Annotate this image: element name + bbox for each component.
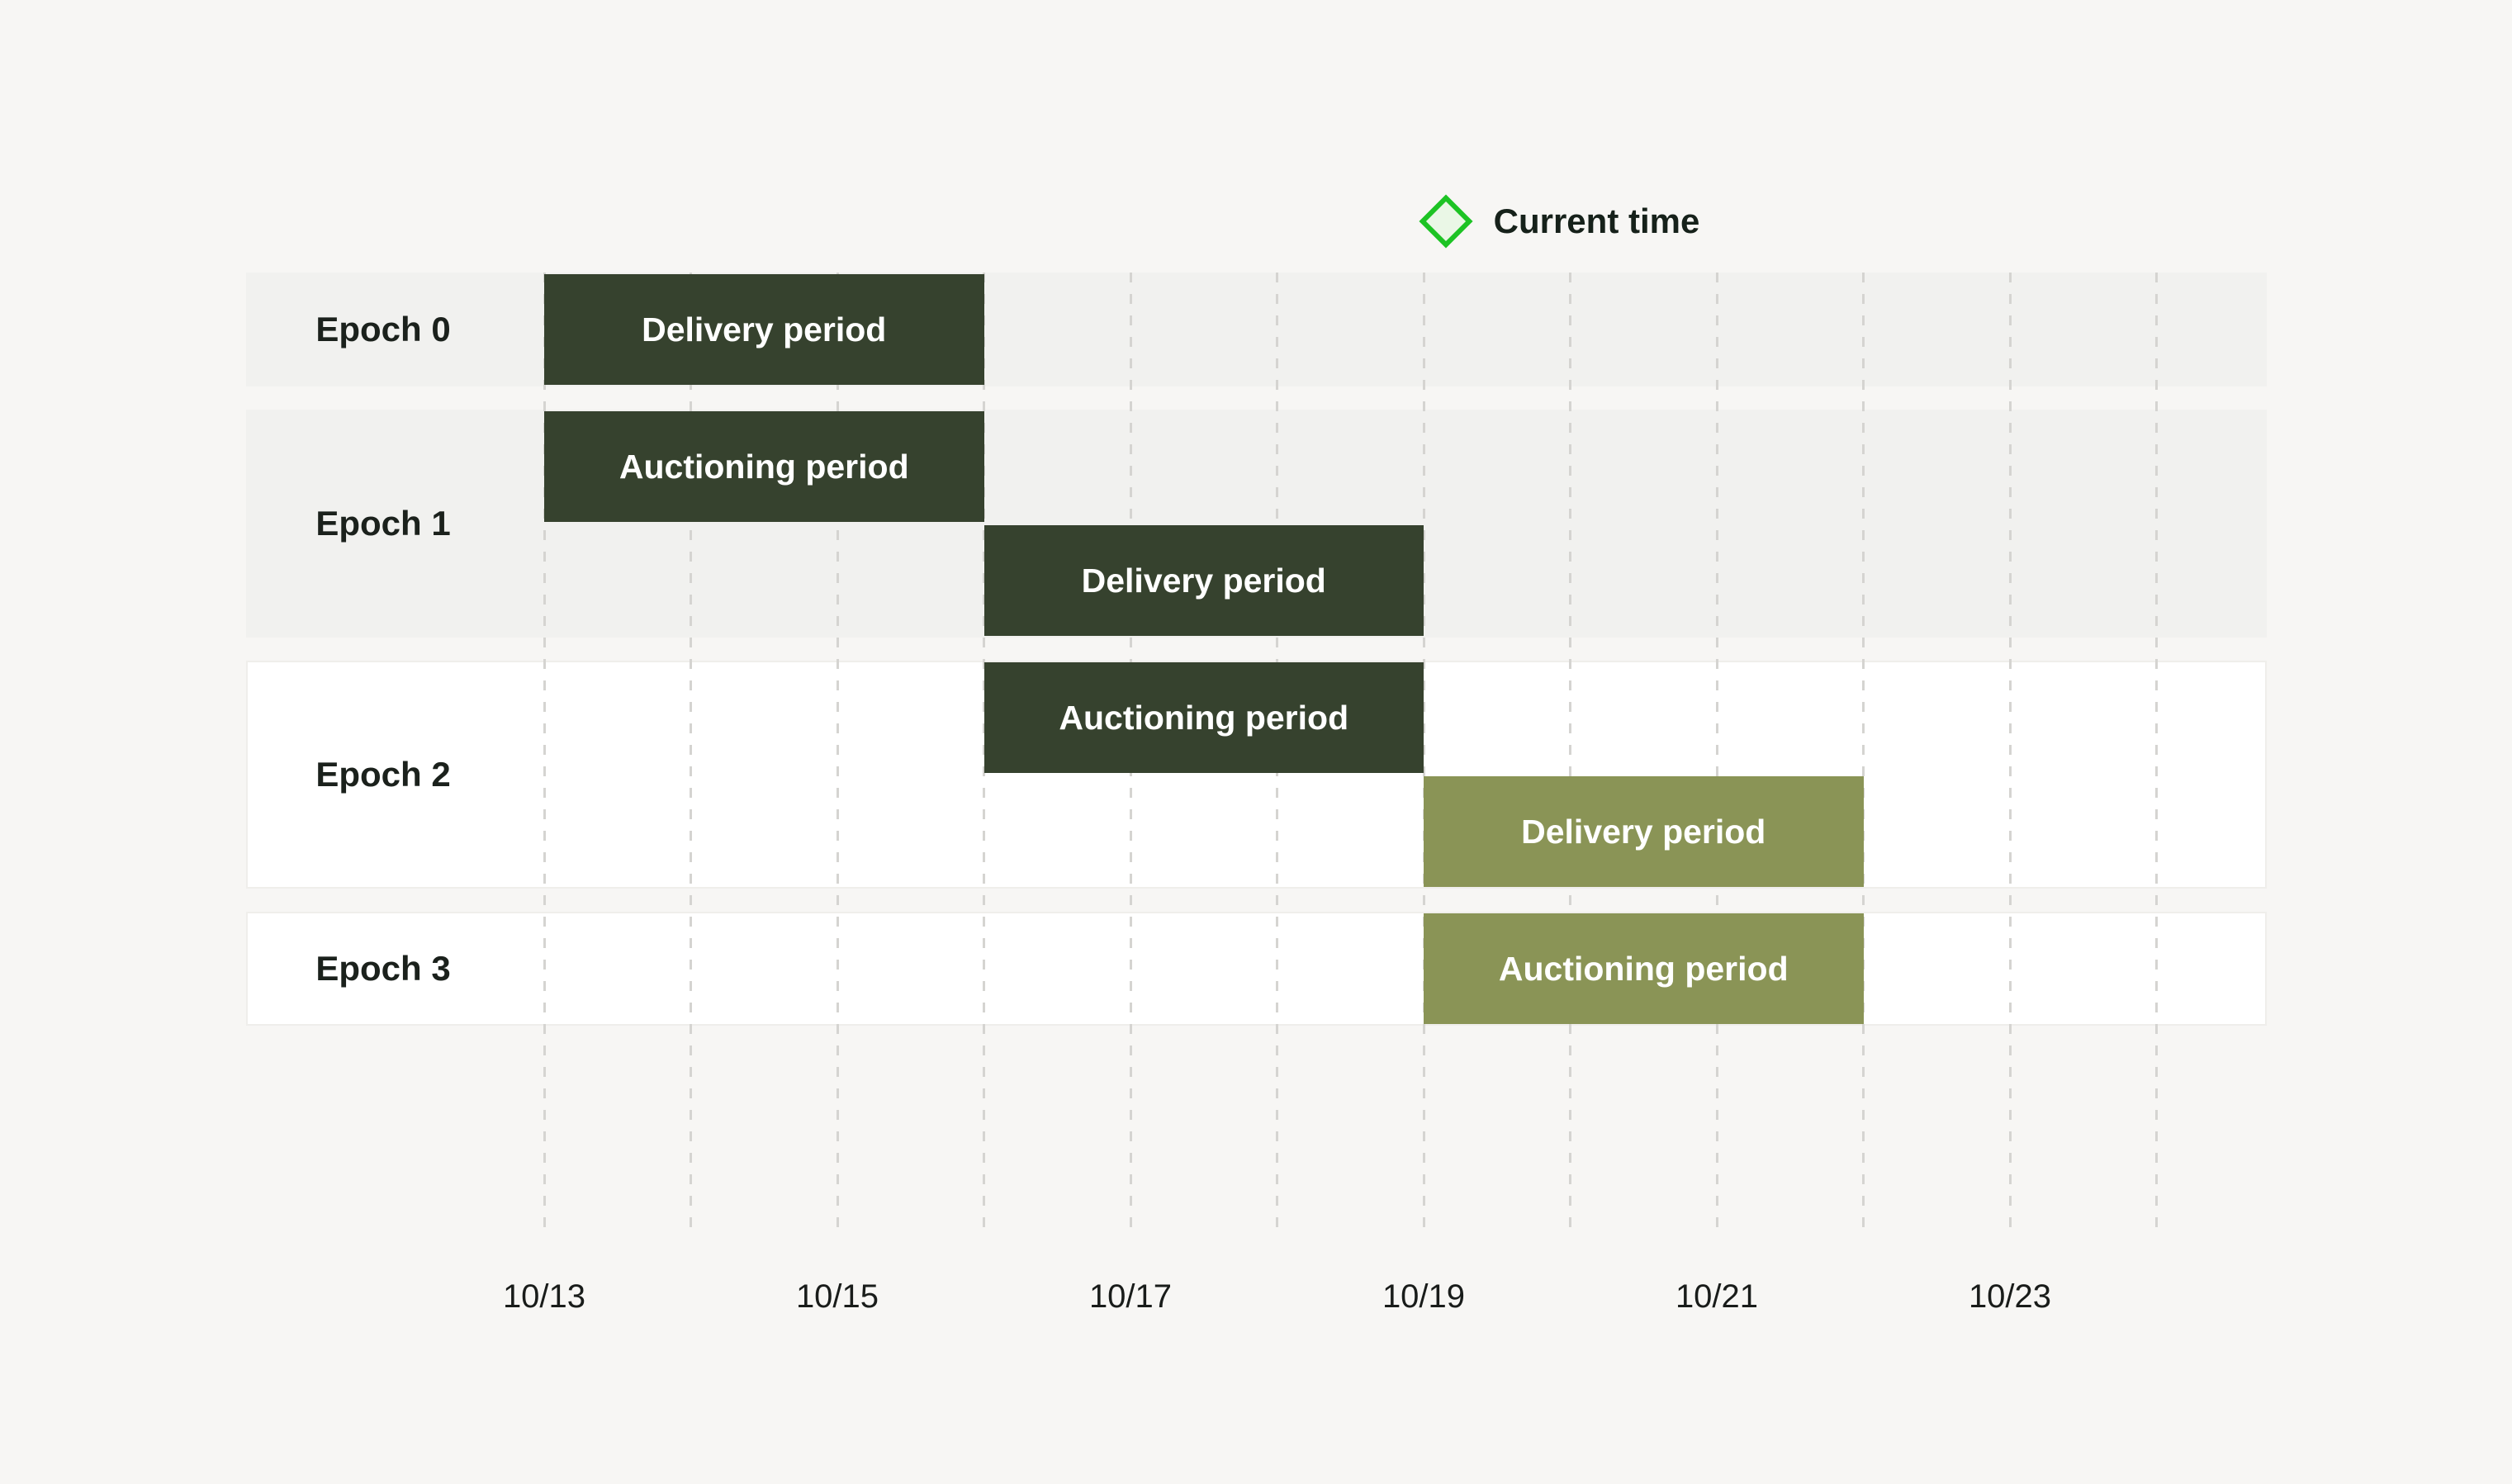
day-gridline [1569,273,1571,1230]
epoch-label: Epoch 0 [246,308,520,351]
period-bar: Auctioning period [1424,913,1864,1024]
period-bar-label: Delivery period [1521,813,1766,851]
axis-tick-label: 10/17 [1031,1278,1230,1316]
current-time-marker [1419,194,1473,249]
epoch-row-band [246,912,2267,1026]
axis-tick-label: 10/19 [1325,1278,1523,1316]
period-bar: Delivery period [984,525,1424,636]
period-bar: Delivery period [1424,776,1864,887]
axis-tick-label: 10/23 [1911,1278,2109,1316]
axis-tick-label: 10/21 [1618,1278,1816,1316]
period-bar: Auctioning period [984,662,1424,773]
period-bar: Delivery period [544,274,984,385]
period-bar-label: Auctioning period [1499,950,1789,989]
period-bar-label: Delivery period [642,311,886,349]
epoch-label: Epoch 1 [246,502,520,545]
epoch-label: Epoch 3 [246,947,520,990]
axis-tick-label: 10/13 [445,1278,643,1316]
day-gridline [2009,273,2012,1230]
period-bar-label: Auctioning period [1059,699,1348,737]
current-time-label: Current time [1494,200,1700,243]
period-bar: Auctioning period [544,411,984,522]
day-gridline [2155,273,2158,1230]
period-bar-label: Delivery period [1082,562,1326,600]
epoch-label: Epoch 2 [246,753,520,796]
diamond-icon [1419,194,1472,248]
day-gridline [1862,273,1865,1230]
axis-tick-label: 10/15 [738,1278,936,1316]
period-bar-label: Auctioning period [619,448,909,486]
day-gridline [1716,273,1718,1230]
gantt-chart: Current time Epoch 0 Delivery period Epoch… [0,0,2512,1484]
